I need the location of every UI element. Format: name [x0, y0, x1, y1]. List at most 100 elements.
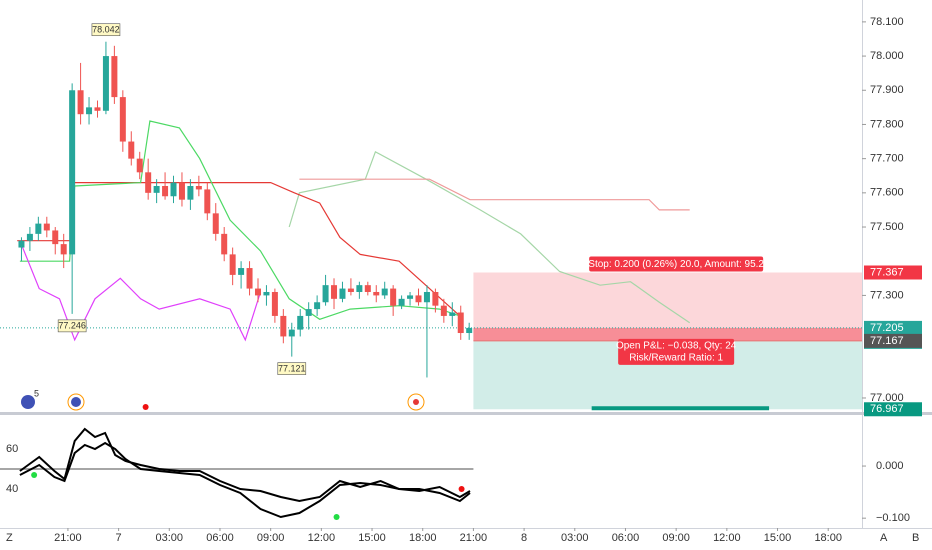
- candle-body: [119, 97, 126, 142]
- candle-body: [466, 327, 473, 334]
- candle-body: [221, 233, 228, 255]
- candle-body: [77, 90, 84, 115]
- osc-line: [19, 427, 471, 503]
- osc-y2-tick-label: 0.000: [876, 460, 904, 472]
- candle-body: [288, 329, 295, 337]
- price-label-box: [864, 402, 922, 417]
- candle-body: [339, 288, 346, 299]
- osc-tick-label: 40: [6, 483, 18, 495]
- osc-line: [19, 441, 471, 519]
- x-tick-label: 12:00: [308, 532, 336, 544]
- x-tick-label: 8: [521, 532, 527, 544]
- events: 5: [21, 388, 425, 411]
- y-tick-label: 77.600: [870, 187, 904, 199]
- y-tick-label: 78.000: [870, 50, 904, 62]
- candle-body: [297, 315, 304, 330]
- y-tick-label: 77.000: [870, 392, 904, 404]
- candle-body: [331, 285, 338, 299]
- osc-y2-tick-label: −0.100: [876, 512, 910, 524]
- event-badge: 5: [34, 388, 39, 398]
- candle-body: [398, 298, 405, 306]
- candle-body: [457, 312, 464, 334]
- candle-body: [364, 285, 371, 292]
- candle-body: [229, 254, 236, 275]
- candle-body: [69, 90, 76, 255]
- x-tick-label: 21:00: [54, 532, 82, 544]
- ratio-label: Risk/Reward Ratio: 1: [629, 353, 723, 364]
- x-tick-label: 09:00: [257, 532, 285, 544]
- event-icon[interactable]: [21, 395, 35, 409]
- price-label-box: [864, 333, 922, 348]
- candle-body: [212, 213, 219, 234]
- x-tick-label: 06:00: [612, 532, 640, 544]
- candle-body: [43, 223, 50, 231]
- price-label: 77.167: [870, 335, 904, 347]
- candle-body: [18, 240, 25, 248]
- x-tick-label: 18:00: [409, 532, 437, 544]
- price-label: 76.967: [870, 403, 904, 415]
- open-loss-zone: [473, 327, 862, 341]
- stop-zone: [473, 272, 862, 341]
- pnl-label-box: [618, 338, 735, 365]
- candle-body: [111, 56, 118, 98]
- corner-button[interactable]: Z: [6, 532, 13, 544]
- candle-body: [170, 182, 177, 197]
- candle-body: [432, 291, 439, 306]
- candle-body: [423, 291, 430, 303]
- candle-body: [136, 158, 143, 173]
- candle-body: [356, 285, 363, 292]
- price-label: 77.367: [870, 266, 904, 278]
- stop-label-box: [589, 256, 764, 272]
- candle-body: [94, 107, 101, 111]
- candle-body: [145, 172, 152, 193]
- candle-body: [381, 288, 388, 296]
- candle-body: [440, 305, 447, 316]
- x-tick-label: 7: [116, 532, 122, 544]
- annotation-label: 77.246: [58, 321, 86, 331]
- price-label-box: [864, 265, 922, 280]
- candle-body: [280, 315, 287, 337]
- corner-button[interactable]: B: [912, 532, 919, 544]
- indicator-line: [299, 178, 690, 211]
- candle-body: [52, 230, 59, 245]
- candle-body: [271, 291, 278, 316]
- x-tick-label: 18:00: [814, 532, 842, 544]
- y-tick-label: 78.100: [870, 16, 904, 28]
- candle-body: [178, 182, 185, 200]
- candle-body: [347, 288, 354, 292]
- candle-body: [162, 185, 169, 197]
- x-tick-label: 09:00: [662, 532, 690, 544]
- candle-body: [128, 141, 135, 159]
- candle-body: [102, 56, 109, 111]
- y-tick-label: 77.300: [870, 289, 904, 301]
- candle-body: [263, 291, 270, 296]
- pnl-label: Open P&L: −0.038, Qty: 24: [616, 341, 737, 352]
- osc-dot: [333, 514, 340, 520]
- indicator-line: [288, 150, 691, 324]
- annotation-label: 77.121: [278, 363, 306, 373]
- candle-body: [26, 233, 33, 241]
- candle-body: [449, 312, 456, 316]
- price-label-box: [864, 320, 922, 335]
- corner-button[interactable]: A: [880, 532, 888, 544]
- x-tick-label: 06:00: [206, 532, 234, 544]
- candle-body: [322, 285, 329, 303]
- x-tick-label: 15:00: [764, 532, 792, 544]
- event-icon-inner: [413, 399, 419, 405]
- osc-dot: [31, 472, 38, 478]
- y-tick-label: 77.700: [870, 153, 904, 165]
- candle-body: [415, 295, 422, 303]
- candle-body: [314, 302, 321, 310]
- indicator-line: [19, 120, 461, 320]
- osc-dot: [142, 404, 149, 410]
- candle-body: [407, 295, 414, 299]
- x-tick-label: 21:00: [460, 532, 488, 544]
- annotation-box: [57, 319, 87, 333]
- candle-body: [153, 185, 160, 193]
- candle-body: [238, 268, 245, 275]
- candle-body: [373, 291, 380, 296]
- x-tick-label: 03:00: [156, 532, 184, 544]
- y-tick-label: 77.800: [870, 118, 904, 130]
